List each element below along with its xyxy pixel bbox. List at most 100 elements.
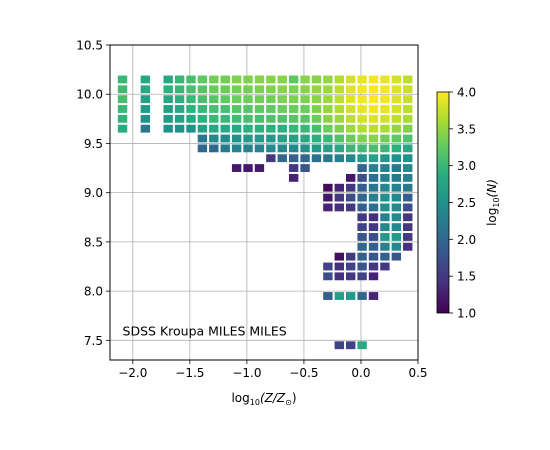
- heatmap-cell: [403, 213, 413, 222]
- heatmap-cell: [288, 173, 299, 182]
- heatmap-cell: [345, 183, 356, 192]
- heatmap-cell: [380, 124, 390, 133]
- heatmap-cell: [186, 124, 196, 133]
- heatmap-cell: [197, 105, 208, 113]
- heatmap-cell: [209, 124, 219, 133]
- heatmap-cell: [368, 272, 379, 281]
- heatmap-cell: [368, 242, 379, 251]
- heatmap-cell: [231, 144, 242, 153]
- heatmap-cell: [277, 124, 287, 133]
- colorbar-tick-label: 4.0: [457, 86, 476, 100]
- heatmap-cell: [288, 95, 299, 104]
- heatmap-cell: [403, 154, 413, 163]
- heatmap-cell: [140, 75, 151, 84]
- heatmap-cell: [380, 193, 390, 202]
- heatmap-cell: [254, 105, 265, 113]
- heatmap-cell: [368, 183, 379, 192]
- heatmap-cell: [220, 134, 230, 143]
- heatmap-cell: [403, 242, 413, 251]
- heatmap-cell: [323, 183, 333, 192]
- heatmap-cell: [220, 85, 230, 94]
- heatmap-cell: [117, 114, 128, 123]
- heatmap-cell: [403, 134, 413, 143]
- heatmap-cell: [345, 292, 356, 300]
- heatmap-cell: [288, 134, 299, 143]
- heatmap-cell: [380, 164, 390, 172]
- heatmap-cell: [368, 114, 379, 123]
- heatmap-cell: [186, 75, 196, 84]
- heatmap-cell: [243, 124, 253, 133]
- heatmap-cell: [380, 144, 390, 153]
- heatmap-cell: [380, 262, 390, 271]
- x-axis-ticks: −2.0 −1.5 −1.0 −0.5 0.0 0.5: [118, 360, 428, 380]
- heatmap-cell: [357, 144, 367, 153]
- heatmap-cell: [368, 213, 379, 222]
- heatmap-cell: [391, 95, 402, 104]
- colorbar-tick-label: 3.0: [457, 159, 476, 173]
- heatmap-cell: [288, 144, 299, 153]
- heatmap-cell: [403, 223, 413, 232]
- heatmap-cell: [334, 252, 344, 261]
- heatmap-cell: [403, 233, 413, 241]
- heatmap-cell: [300, 134, 310, 143]
- heatmap-cell: [391, 154, 402, 163]
- heatmap-cell: [311, 95, 322, 104]
- heatmap-cell: [209, 75, 219, 84]
- x-tick-label: −0.5: [289, 366, 318, 380]
- heatmap-cell: [323, 124, 333, 133]
- heatmap-cell: [243, 95, 253, 104]
- heatmap-cell: [209, 105, 219, 113]
- heatmap-cell: [391, 105, 402, 113]
- heatmap-cell: [368, 75, 379, 84]
- heatmap-cell: [186, 85, 196, 94]
- heatmap-cell: [403, 105, 413, 113]
- colorbar-gradient: [436, 91, 450, 314]
- heatmap-cell: [334, 124, 344, 133]
- heatmap-cell: [197, 114, 208, 123]
- heatmap-cell: [300, 124, 310, 133]
- heatmap-cell: [323, 114, 333, 123]
- heatmap-cell: [197, 75, 208, 84]
- heatmap-cell: [174, 114, 185, 123]
- heatmap-cell: [277, 144, 287, 153]
- heatmap-cell: [357, 203, 367, 212]
- heatmap-cell: [266, 85, 276, 94]
- heatmap-cell: [391, 242, 402, 251]
- heatmap-cell: [243, 134, 253, 143]
- heatmap-cell: [209, 134, 219, 143]
- heatmap-cell: [300, 154, 310, 163]
- heatmap-cell: [174, 105, 185, 113]
- heatmap-cell: [334, 144, 344, 153]
- heatmap-cell: [368, 85, 379, 94]
- heatmap-cell: [380, 154, 390, 163]
- heatmap-cell: [140, 105, 151, 113]
- heatmap-cell: [391, 203, 402, 212]
- heatmap-cell: [254, 95, 265, 104]
- heatmap-cell: [277, 114, 287, 123]
- heatmap-cell: [345, 262, 356, 271]
- heatmap-cell: [243, 144, 253, 153]
- heatmap-cell: [311, 124, 322, 133]
- heatmap-cell: [300, 105, 310, 113]
- heatmap-cell: [231, 134, 242, 143]
- heatmap-cell: [300, 85, 310, 94]
- heatmap-cell: [368, 164, 379, 172]
- heatmap-cell: [380, 75, 390, 84]
- heatmap-cell: [266, 124, 276, 133]
- heatmap-cell: [266, 95, 276, 104]
- heatmap-cell: [277, 95, 287, 104]
- heatmap-cell: [323, 262, 333, 271]
- heatmap-cell: [266, 105, 276, 113]
- heatmap-cell: [403, 144, 413, 153]
- heatmap-cell: [368, 173, 379, 182]
- heatmap-cell: [300, 164, 310, 172]
- colorbar-tick-label: 1.5: [457, 270, 476, 284]
- heatmap-cell: [254, 164, 265, 172]
- colorbar-tick-label: 1.0: [457, 307, 476, 321]
- heatmap-cell: [197, 124, 208, 133]
- heatmap-cell: [231, 75, 242, 84]
- heatmap-cell: [403, 95, 413, 104]
- heatmap-cell: [380, 85, 390, 94]
- x-axis-label: log10(Z/Z⊙): [231, 391, 296, 407]
